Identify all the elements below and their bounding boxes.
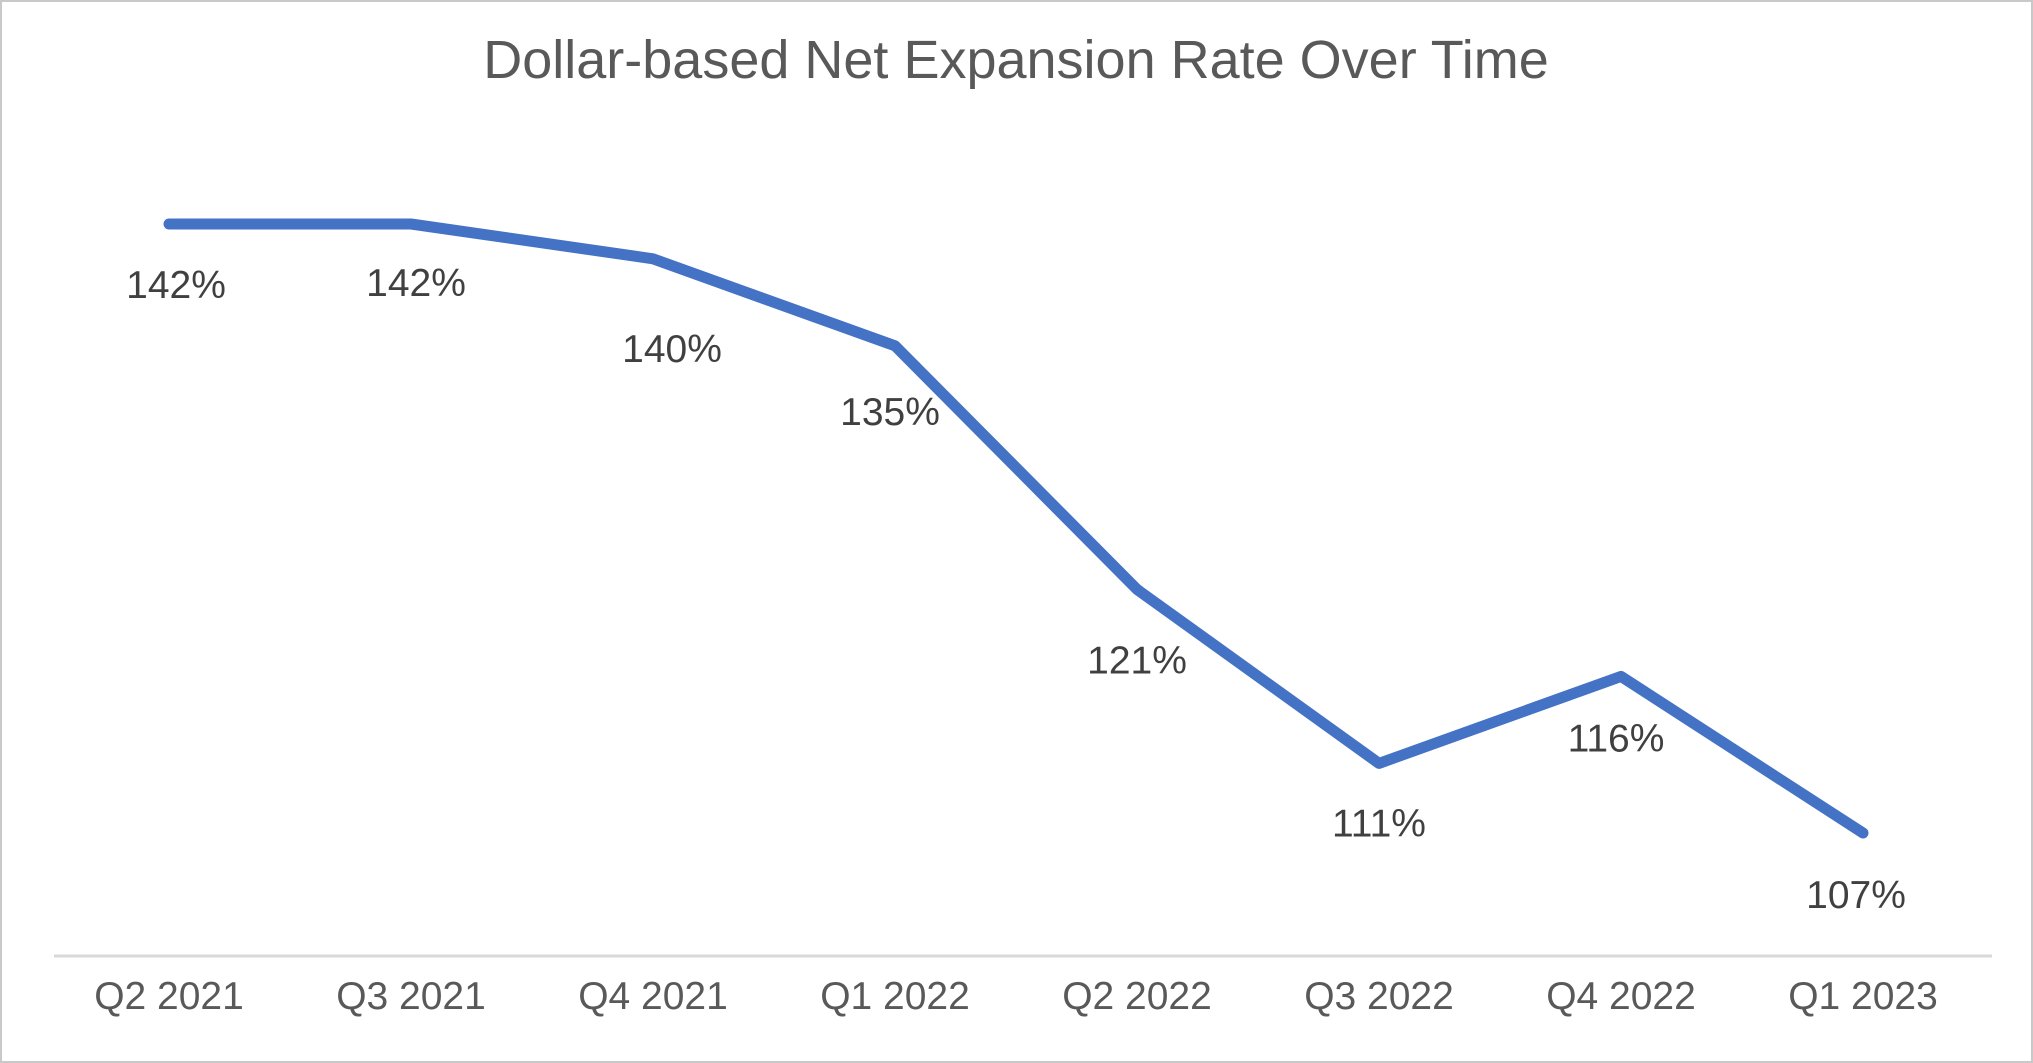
x-axis-label: Q4 2021 bbox=[578, 975, 728, 1018]
data-labels-group: 142% 142% 140% 135% 121% 111% 116% 107% bbox=[126, 262, 1906, 917]
chart-title: Dollar-based Net Expansion Rate Over Tim… bbox=[483, 30, 1548, 90]
data-point-label: 116% bbox=[1568, 717, 1665, 760]
series-line bbox=[163, 218, 1869, 839]
data-point-label: 135% bbox=[840, 391, 940, 434]
x-axis-label: Q3 2022 bbox=[1304, 975, 1454, 1018]
data-point-label: 121% bbox=[1087, 639, 1187, 682]
data-point-label: 107% bbox=[1806, 874, 1906, 917]
x-axis-label: Q1 2023 bbox=[1788, 975, 1938, 1018]
x-axis-label: Q4 2022 bbox=[1546, 975, 1696, 1018]
data-point-label: 140% bbox=[622, 328, 722, 371]
x-axis-label: Q2 2021 bbox=[94, 975, 244, 1018]
x-axis-labels-group: Q2 2021 Q3 2021 Q4 2021 Q1 2022 Q2 2022 Q3 20… bbox=[94, 975, 1938, 1018]
x-axis-label: Q1 2022 bbox=[820, 975, 970, 1018]
data-point-label: 111% bbox=[1332, 802, 1426, 845]
x-axis-label: Q2 2022 bbox=[1062, 975, 1212, 1018]
data-point-label: 142% bbox=[366, 262, 466, 305]
x-axis-label: Q3 2021 bbox=[336, 975, 486, 1018]
data-point-label: 142% bbox=[126, 264, 226, 307]
